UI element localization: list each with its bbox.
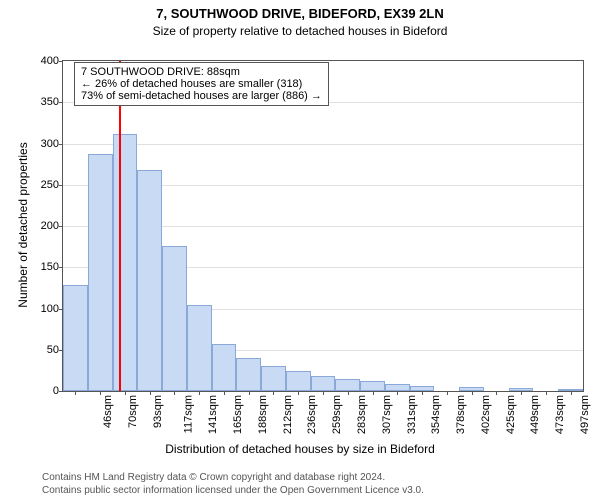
histogram-bar	[311, 376, 336, 391]
ytick-label: 150	[41, 261, 59, 273]
xtick-label: 117sqm	[182, 395, 194, 433]
histogram-bar	[137, 170, 162, 391]
ytick-label: 350	[41, 96, 59, 108]
xtick-label: 212sqm	[282, 395, 294, 434]
xtick-mark	[298, 391, 299, 395]
ytick-label: 0	[53, 385, 59, 397]
histogram-bar	[261, 366, 286, 391]
chart-title-line2: Size of property relative to detached ho…	[0, 24, 600, 38]
xtick-mark	[100, 391, 101, 395]
ytick-mark	[59, 226, 63, 227]
xtick-mark	[397, 391, 398, 395]
xtick-mark	[199, 391, 200, 395]
ytick-label: 100	[41, 303, 59, 315]
xtick-label: 425sqm	[505, 395, 517, 434]
property-marker-line	[119, 61, 121, 391]
y-axis-label: Number of detached properties	[16, 60, 30, 390]
xtick-label: 307sqm	[381, 395, 393, 434]
annotation-line-3: 73% of semi-detached houses are larger (…	[81, 90, 322, 102]
ytick-mark	[59, 61, 63, 62]
xtick-label: 259sqm	[331, 395, 343, 434]
histogram-bar	[212, 344, 237, 391]
histogram-bar	[162, 246, 187, 391]
annotation-line-1: 7 SOUTHWOOD DRIVE: 88sqm	[81, 66, 322, 78]
ytick-mark	[59, 144, 63, 145]
ytick-label: 300	[41, 138, 59, 150]
chart-container: { "layout": { "width": 600, "height": 50…	[0, 0, 600, 500]
xtick-label: 46sqm	[102, 395, 114, 428]
xtick-label: 165sqm	[232, 395, 244, 434]
histogram-bar	[286, 371, 311, 391]
ytick-label: 200	[41, 220, 59, 232]
xtick-mark	[348, 391, 349, 395]
xtick-mark	[323, 391, 324, 395]
gridline-h	[63, 144, 583, 145]
xtick-label: 93sqm	[152, 395, 164, 428]
ytick-label: 250	[41, 179, 59, 191]
xtick-mark	[174, 391, 175, 395]
xtick-mark	[496, 391, 497, 395]
histogram-bar	[360, 381, 385, 391]
xtick-label: 188sqm	[257, 395, 269, 434]
xtick-label: 449sqm	[529, 395, 541, 434]
histogram-bar	[88, 154, 113, 391]
ytick-mark	[59, 391, 63, 392]
footer-line-2: Contains public sector information licen…	[42, 485, 424, 496]
xtick-label: 141sqm	[208, 395, 220, 434]
xtick-label: 354sqm	[430, 395, 442, 434]
ytick-label: 400	[41, 55, 59, 67]
xtick-mark	[521, 391, 522, 395]
xtick-mark	[273, 391, 274, 395]
xtick-mark	[373, 391, 374, 395]
chart-title-line1: 7, SOUTHWOOD DRIVE, BIDEFORD, EX39 2LN	[0, 6, 600, 21]
xtick-label: 236sqm	[307, 395, 319, 434]
xtick-mark	[249, 391, 250, 395]
xtick-mark	[571, 391, 572, 395]
xtick-label: 378sqm	[455, 395, 467, 434]
ytick-mark	[59, 185, 63, 186]
annotation-line-2: ← 26% of detached houses are smaller (31…	[81, 78, 322, 90]
xtick-mark	[224, 391, 225, 395]
xtick-mark	[472, 391, 473, 395]
histogram-bar	[385, 384, 410, 391]
histogram-bar	[63, 285, 88, 391]
histogram-bar	[187, 305, 212, 391]
ytick-mark	[59, 102, 63, 103]
ytick-mark	[59, 267, 63, 268]
plot-area: 05010015020025030035040046sqm70sqm93sqm1…	[62, 60, 584, 392]
xtick-mark	[150, 391, 151, 395]
xtick-mark	[125, 391, 126, 395]
xtick-label: 497sqm	[579, 395, 591, 434]
xtick-mark	[546, 391, 547, 395]
histogram-bar	[113, 134, 138, 391]
xtick-label: 283sqm	[356, 395, 368, 434]
xtick-label: 331sqm	[406, 395, 418, 434]
histogram-bar	[335, 379, 360, 391]
ytick-label: 50	[47, 344, 59, 356]
annotation-box: 7 SOUTHWOOD DRIVE: 88sqm ← 26% of detach…	[74, 62, 329, 106]
xtick-mark	[447, 391, 448, 395]
footer-line-1: Contains HM Land Registry data © Crown c…	[42, 472, 385, 483]
xtick-label: 473sqm	[554, 395, 566, 434]
xtick-label: 402sqm	[480, 395, 492, 434]
x-axis-label: Distribution of detached houses by size …	[0, 442, 600, 456]
histogram-bar	[236, 358, 261, 391]
xtick-mark	[422, 391, 423, 395]
xtick-mark	[75, 391, 76, 395]
xtick-label: 70sqm	[127, 395, 139, 428]
